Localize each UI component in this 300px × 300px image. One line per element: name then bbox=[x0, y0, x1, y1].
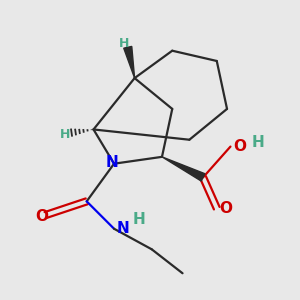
Text: O: O bbox=[220, 201, 232, 216]
Text: H: H bbox=[252, 135, 264, 150]
Text: N: N bbox=[106, 155, 119, 170]
Text: H: H bbox=[133, 212, 146, 227]
Text: H: H bbox=[119, 37, 130, 50]
Text: O: O bbox=[233, 139, 246, 154]
Text: O: O bbox=[36, 209, 49, 224]
Polygon shape bbox=[162, 157, 205, 181]
Text: N: N bbox=[117, 221, 130, 236]
Polygon shape bbox=[124, 46, 135, 78]
Text: H: H bbox=[60, 128, 70, 141]
